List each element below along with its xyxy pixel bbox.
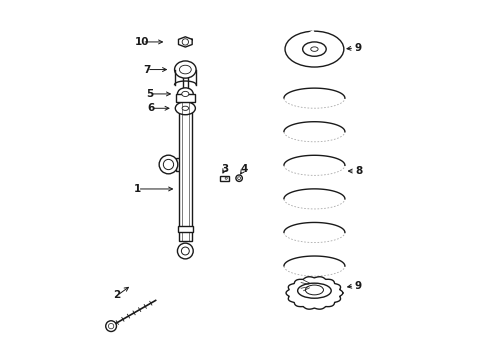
Ellipse shape: [305, 285, 323, 295]
Circle shape: [108, 323, 114, 329]
Ellipse shape: [175, 102, 195, 115]
Text: 9: 9: [354, 281, 361, 291]
Text: 10: 10: [135, 37, 149, 47]
Ellipse shape: [285, 31, 343, 67]
FancyBboxPatch shape: [183, 74, 187, 94]
Polygon shape: [178, 37, 192, 47]
Text: 6: 6: [146, 103, 154, 113]
Circle shape: [105, 321, 116, 332]
Circle shape: [163, 159, 173, 170]
Text: 2: 2: [113, 291, 121, 301]
Circle shape: [224, 177, 227, 179]
FancyBboxPatch shape: [176, 158, 180, 171]
Text: 8: 8: [355, 166, 362, 176]
Polygon shape: [285, 277, 342, 309]
Ellipse shape: [179, 65, 191, 74]
Ellipse shape: [302, 42, 325, 56]
FancyBboxPatch shape: [176, 94, 194, 102]
FancyBboxPatch shape: [178, 94, 192, 241]
Text: 4: 4: [240, 164, 248, 174]
Text: 5: 5: [145, 89, 153, 99]
Ellipse shape: [310, 47, 318, 51]
Circle shape: [177, 243, 193, 259]
Circle shape: [235, 175, 242, 181]
Text: 9: 9: [354, 43, 361, 53]
Circle shape: [181, 247, 189, 255]
Text: 3: 3: [221, 164, 228, 174]
Ellipse shape: [182, 106, 188, 111]
Ellipse shape: [174, 61, 196, 78]
FancyBboxPatch shape: [182, 68, 188, 74]
Ellipse shape: [182, 91, 188, 96]
Ellipse shape: [177, 88, 193, 100]
FancyBboxPatch shape: [220, 176, 229, 180]
FancyBboxPatch shape: [178, 226, 192, 232]
Circle shape: [182, 39, 188, 45]
Text: 1: 1: [134, 184, 141, 194]
Text: 7: 7: [143, 64, 150, 75]
Circle shape: [159, 155, 178, 174]
Circle shape: [237, 177, 240, 180]
Ellipse shape: [297, 283, 330, 298]
FancyBboxPatch shape: [183, 65, 187, 68]
